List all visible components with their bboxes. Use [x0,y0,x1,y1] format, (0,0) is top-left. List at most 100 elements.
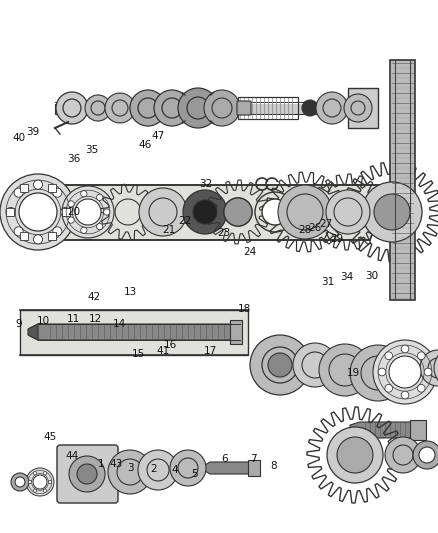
Circle shape [361,356,395,390]
Text: 40: 40 [13,133,26,142]
Text: 22: 22 [178,216,191,226]
Circle shape [178,88,218,128]
Circle shape [374,194,410,230]
Circle shape [26,468,54,496]
Circle shape [112,100,128,116]
Text: 13: 13 [124,287,137,297]
Text: 29: 29 [331,234,344,244]
FancyBboxPatch shape [390,60,415,300]
Circle shape [417,384,425,392]
Circle shape [323,99,341,117]
Text: 41: 41 [156,346,170,356]
Text: 36: 36 [67,154,80,164]
Circle shape [428,358,438,378]
Circle shape [302,352,328,378]
Circle shape [170,450,206,486]
Text: 18: 18 [238,304,251,314]
Circle shape [154,90,190,126]
Circle shape [85,95,111,121]
Circle shape [417,352,425,360]
Circle shape [420,350,438,386]
Text: 19: 19 [347,368,360,378]
Circle shape [389,356,421,388]
Text: 9: 9 [15,319,22,329]
Text: 23: 23 [217,229,230,238]
Circle shape [293,343,337,387]
Circle shape [0,174,76,250]
Circle shape [104,209,110,215]
Text: 45: 45 [44,432,57,442]
Circle shape [14,188,23,197]
Text: 28: 28 [298,225,311,235]
FancyBboxPatch shape [57,445,118,503]
Circle shape [96,223,103,230]
Circle shape [53,188,62,197]
FancyBboxPatch shape [62,208,70,216]
Circle shape [344,94,372,122]
Circle shape [105,93,135,123]
Circle shape [81,191,87,197]
Text: 47: 47 [152,131,165,141]
Circle shape [149,198,177,226]
Circle shape [56,92,88,124]
Circle shape [75,199,101,225]
Circle shape [43,472,47,475]
FancyBboxPatch shape [6,208,14,216]
Circle shape [130,90,166,126]
Polygon shape [28,185,390,240]
Circle shape [373,340,437,404]
Text: 3: 3 [127,463,134,473]
Circle shape [91,101,105,115]
Text: 6: 6 [221,455,228,464]
Circle shape [193,200,217,224]
Circle shape [43,489,47,492]
Circle shape [147,459,169,481]
Text: 30: 30 [365,271,378,281]
Text: 15: 15 [132,350,145,359]
Circle shape [68,217,74,223]
Text: 10: 10 [37,316,50,326]
Circle shape [287,194,323,230]
Circle shape [33,180,42,189]
Circle shape [28,480,32,483]
Circle shape [385,352,392,360]
Circle shape [68,201,74,207]
FancyBboxPatch shape [20,232,28,240]
Circle shape [33,489,37,492]
Circle shape [224,198,252,226]
Circle shape [138,450,178,490]
Circle shape [33,472,37,475]
Circle shape [378,368,386,376]
Text: 8: 8 [270,462,277,471]
Text: 27: 27 [320,219,333,229]
Circle shape [350,345,406,401]
Text: 35: 35 [85,146,99,155]
Polygon shape [20,310,248,355]
Circle shape [33,475,47,489]
Circle shape [278,185,332,239]
Text: 44: 44 [66,451,79,461]
Circle shape [15,477,25,487]
Circle shape [139,188,187,236]
FancyBboxPatch shape [230,320,242,344]
Circle shape [334,198,362,226]
Text: 26: 26 [308,223,321,233]
Circle shape [187,97,209,119]
Circle shape [393,445,413,465]
Circle shape [434,348,438,388]
Circle shape [250,335,310,395]
Circle shape [49,480,52,483]
Circle shape [178,458,198,478]
Text: 20: 20 [67,207,80,217]
Circle shape [316,92,348,124]
Polygon shape [350,422,415,438]
FancyBboxPatch shape [348,88,378,128]
Circle shape [319,344,371,396]
FancyBboxPatch shape [48,232,56,240]
Polygon shape [30,324,240,340]
Circle shape [262,199,288,225]
FancyBboxPatch shape [48,184,56,192]
Circle shape [11,473,29,491]
Circle shape [337,437,373,473]
Circle shape [19,193,57,231]
